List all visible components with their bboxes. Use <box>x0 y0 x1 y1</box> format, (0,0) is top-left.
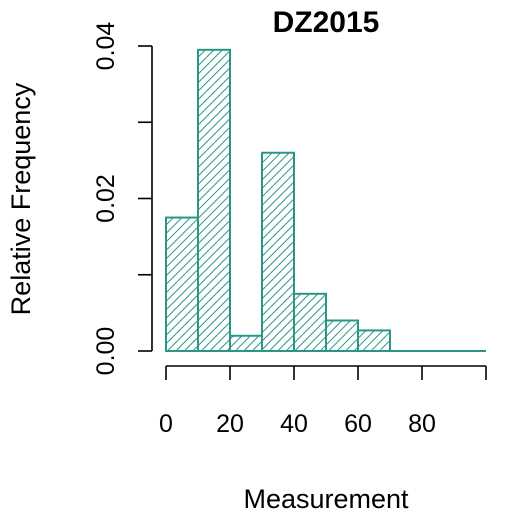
bar-4 <box>293 292 327 352</box>
chart-title: DZ2015 <box>273 6 380 39</box>
x-tick-label-1: 20 <box>216 410 244 438</box>
x-axis-label: Measurement <box>243 484 409 514</box>
y-ticks-group: 0.00 0.02 0.04 <box>92 22 152 376</box>
bar-2 <box>229 334 263 352</box>
y-tick-label-2: 0.02 <box>92 174 120 223</box>
bar-3 <box>261 151 295 352</box>
y-tick-label-4: 0.04 <box>92 22 120 71</box>
bar-5 <box>325 319 359 352</box>
x-tick-label-2: 40 <box>280 410 308 438</box>
bars-group <box>165 48 486 353</box>
x-tick-label-0: 0 <box>159 410 173 438</box>
y-tick-label-0: 0.00 <box>92 327 120 376</box>
x-ticks-group: 0 20 40 60 80 <box>159 366 487 438</box>
x-tick-label-4: 80 <box>408 410 436 438</box>
bar-6 <box>357 329 391 353</box>
bar-0 <box>165 216 199 352</box>
bar-1 <box>197 48 231 352</box>
x-tick-label-3: 60 <box>344 410 372 438</box>
y-axis-label: Relative Frequency <box>6 82 36 315</box>
